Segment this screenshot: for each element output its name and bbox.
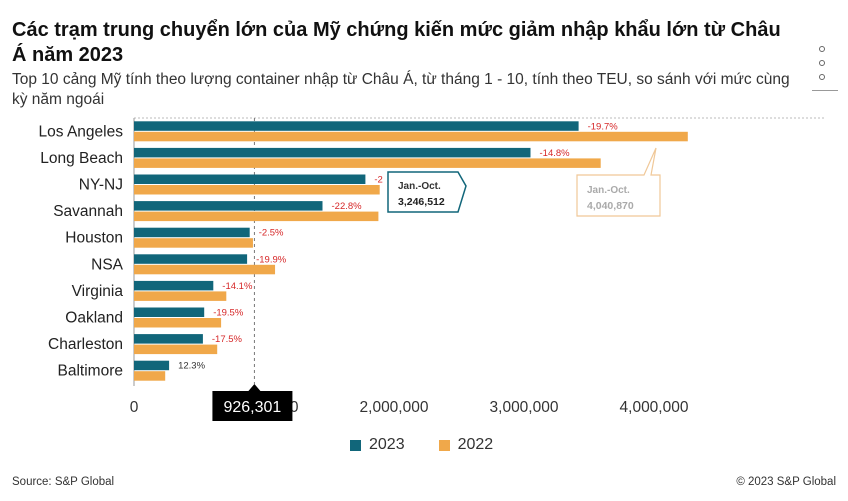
legend-item-2023[interactable]: 2023	[350, 436, 405, 454]
legend-swatch-2022	[438, 439, 450, 451]
change-label-nsa: -19.9%	[256, 254, 287, 265]
copyright-note: © 2023 S&P Global	[736, 476, 836, 488]
bar-2022-baltimore	[134, 371, 166, 381]
bar-2022-nsa	[134, 264, 276, 275]
change-label-oakland: -19.5%	[213, 308, 244, 319]
change-label-virginia: -14.1%	[222, 281, 253, 292]
source-note: Source: S&P Global	[12, 476, 115, 488]
bar-2023-los-angeles	[134, 121, 579, 131]
change-label-baltimore: 12.3%	[178, 361, 205, 372]
change-label-long-beach: -14.8%	[540, 148, 571, 159]
change-label-los-angeles: -19.7%	[588, 121, 619, 132]
change-label-ny-nj: -2	[374, 175, 382, 186]
category-label-savannah: Savannah	[53, 203, 123, 220]
legend: 2023 2022	[350, 436, 493, 454]
category-label-ny-nj: NY-NJ	[79, 177, 123, 194]
bar-2022-savannah	[134, 211, 379, 222]
legend-label-2022: 2022	[457, 436, 494, 453]
crosshair-pointer	[248, 384, 261, 391]
x-tick-label: 3,000,000	[490, 399, 559, 416]
bar-2022-long-beach	[134, 158, 601, 168]
bar-2023-baltimore	[134, 360, 170, 371]
bar-2023-charleston	[134, 334, 203, 344]
bar-2022-charleston	[134, 344, 218, 355]
crosshair-label: 926,301	[223, 399, 281, 416]
category-label-virginia: Virginia	[72, 283, 124, 300]
bar-2023-ny-nj	[134, 174, 366, 184]
bar-2022-houston	[134, 238, 253, 248]
category-label-long-beach: Long Beach	[40, 150, 123, 167]
category-label-baltimore: Baltimore	[58, 363, 123, 380]
x-tick-label: 0	[130, 399, 139, 416]
more-options-icon[interactable]	[812, 46, 832, 80]
change-label-charleston: -17.5%	[212, 334, 243, 345]
bar-2023-houston	[134, 227, 250, 238]
tooltip-2023-period: Jan.-Oct.	[398, 181, 441, 192]
tooltip-2023-box	[387, 171, 467, 213]
bar-2023-virginia	[134, 280, 214, 291]
bar-2023-oakland	[134, 307, 205, 317]
chart-subtitle: Top 10 cảng Mỹ tính theo lượng container…	[12, 71, 790, 108]
tooltip-2022-box	[576, 147, 661, 217]
chart-title: Các trạm trung chuyển lớn của Mỹ chứng k…	[12, 19, 781, 66]
bar-chart: Los Angeles -19.7% Long Beach -14.8% NY-NJ -2…	[39, 117, 826, 421]
crosshair-label-box	[212, 391, 293, 421]
tooltip-2022-period: Jan.-Oct.	[587, 185, 630, 196]
bar-2022-los-angeles	[134, 131, 688, 142]
bar-2022-ny-nj	[134, 185, 380, 195]
bar-2023-nsa	[134, 254, 248, 264]
legend-swatch-2023	[350, 439, 361, 451]
legend-item-2022[interactable]: 2022	[438, 436, 494, 454]
legend-label-2023: 2023	[369, 436, 405, 453]
category-label-houston: Houston	[65, 230, 123, 247]
tooltip-2023-value: 3,246,512	[398, 196, 445, 208]
change-label-savannah: -22.8%	[332, 201, 363, 212]
category-label-oakland: Oakland	[65, 310, 123, 327]
x-tick-label: 2,000,000	[360, 399, 429, 416]
bar-2023-savannah	[134, 201, 323, 211]
bar-2022-virginia	[134, 291, 227, 301]
category-label-nsa: NSA	[91, 256, 124, 273]
category-label-los-angeles: Los Angeles	[39, 123, 124, 140]
divider	[812, 90, 838, 91]
tooltip-2022-value: 4,040,870	[587, 200, 634, 212]
bar-2022-oakland	[134, 318, 222, 328]
bar-2023-long-beach	[134, 147, 531, 158]
x-tick-label: 4,000,000	[620, 399, 689, 416]
change-label-houston: -2.5%	[259, 228, 284, 239]
category-label-charleston: Charleston	[48, 336, 123, 353]
